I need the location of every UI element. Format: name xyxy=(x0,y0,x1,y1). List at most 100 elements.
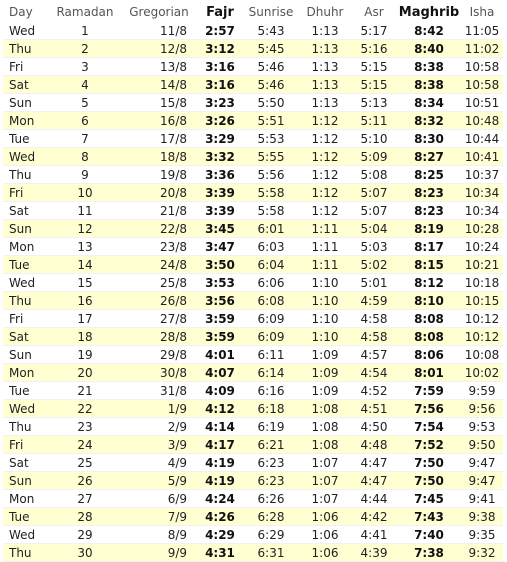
cell-ramadan: 10 xyxy=(49,183,121,202)
cell-sunrise: 5:43 xyxy=(243,22,299,40)
table-row: Wed 15 25/8 3:53 6:06 1:10 5:01 8:12 10:18 xyxy=(3,273,503,292)
header-sunrise: Sunrise xyxy=(243,2,299,22)
cell-fajr: 4:12 xyxy=(197,399,243,418)
cell-day: Thu xyxy=(3,291,49,310)
cell-day: Sun xyxy=(3,93,49,112)
cell-dhuhr: 1:13 xyxy=(299,93,351,112)
cell-gregorian: 15/8 xyxy=(121,93,197,112)
cell-day: Fri xyxy=(3,57,49,76)
cell-sunrise: 5:56 xyxy=(243,165,299,184)
cell-sunrise: 5:55 xyxy=(243,147,299,166)
cell-isha: 11:05 xyxy=(461,22,503,40)
cell-gregorian: 20/8 xyxy=(121,183,197,202)
cell-maghrib: 8:08 xyxy=(397,309,461,328)
cell-gregorian: 12/8 xyxy=(121,39,197,58)
cell-sunrise: 6:16 xyxy=(243,381,299,400)
cell-fajr: 2:57 xyxy=(197,22,243,40)
cell-ramadan: 25 xyxy=(49,453,121,472)
cell-maghrib: 8:34 xyxy=(397,93,461,112)
cell-asr: 4:59 xyxy=(351,291,397,310)
cell-fajr: 3:47 xyxy=(197,237,243,256)
prayer-times-table: Day Ramadan Gregorian Fajr Sunrise Dhuhr… xyxy=(3,2,503,562)
cell-fajr: 4:19 xyxy=(197,453,243,472)
cell-ramadan: 6 xyxy=(49,111,121,130)
cell-dhuhr: 1:08 xyxy=(299,435,351,454)
cell-sunrise: 6:28 xyxy=(243,507,299,526)
cell-ramadan: 21 xyxy=(49,381,121,400)
cell-maghrib: 8:32 xyxy=(397,111,461,130)
cell-fajr: 4:24 xyxy=(197,489,243,508)
cell-day: Tue xyxy=(3,507,49,526)
cell-fajr: 4:17 xyxy=(197,435,243,454)
cell-day: Wed xyxy=(3,147,49,166)
cell-dhuhr: 1:09 xyxy=(299,345,351,364)
cell-ramadan: 15 xyxy=(49,273,121,292)
cell-gregorian: 7/9 xyxy=(121,507,197,526)
cell-day: Thu xyxy=(3,39,49,58)
cell-isha: 10:58 xyxy=(461,57,503,76)
cell-gregorian: 26/8 xyxy=(121,291,197,310)
cell-asr: 5:16 xyxy=(351,39,397,58)
cell-gregorian: 24/8 xyxy=(121,255,197,274)
cell-fajr: 3:16 xyxy=(197,57,243,76)
cell-isha: 10:44 xyxy=(461,129,503,148)
cell-isha: 10:34 xyxy=(461,183,503,202)
cell-maghrib: 8:01 xyxy=(397,363,461,382)
cell-day: Tue xyxy=(3,129,49,148)
cell-maghrib: 7:40 xyxy=(397,525,461,544)
cell-maghrib: 7:50 xyxy=(397,453,461,472)
table-row: Mon 6 16/8 3:26 5:51 1:12 5:11 8:32 10:48 xyxy=(3,111,503,130)
cell-maghrib: 8:40 xyxy=(397,39,461,58)
table-row: Fri 3 13/8 3:16 5:46 1:13 5:15 8:38 10:58 xyxy=(3,57,503,76)
cell-gregorian: 25/8 xyxy=(121,273,197,292)
cell-sunrise: 6:23 xyxy=(243,471,299,490)
cell-sunrise: 6:18 xyxy=(243,399,299,418)
cell-sunrise: 6:31 xyxy=(243,543,299,562)
cell-dhuhr: 1:09 xyxy=(299,381,351,400)
cell-gregorian: 27/8 xyxy=(121,309,197,328)
cell-asr: 5:07 xyxy=(351,201,397,220)
table-row: Wed 8 18/8 3:32 5:55 1:12 5:09 8:27 10:41 xyxy=(3,147,503,166)
cell-dhuhr: 1:10 xyxy=(299,273,351,292)
cell-isha: 10:41 xyxy=(461,147,503,166)
cell-isha: 10:18 xyxy=(461,273,503,292)
cell-dhuhr: 1:12 xyxy=(299,201,351,220)
cell-maghrib: 7:38 xyxy=(397,543,461,562)
cell-day: Thu xyxy=(3,417,49,436)
cell-dhuhr: 1:12 xyxy=(299,129,351,148)
cell-day: Thu xyxy=(3,165,49,184)
cell-isha: 9:59 xyxy=(461,381,503,400)
cell-dhuhr: 1:07 xyxy=(299,489,351,508)
cell-isha: 10:21 xyxy=(461,255,503,274)
cell-dhuhr: 1:07 xyxy=(299,453,351,472)
cell-fajr: 4:07 xyxy=(197,363,243,382)
cell-dhuhr: 1:06 xyxy=(299,507,351,526)
cell-day: Wed xyxy=(3,22,49,40)
cell-gregorian: 31/8 xyxy=(121,381,197,400)
cell-sunrise: 5:53 xyxy=(243,129,299,148)
table-row: Fri 10 20/8 3:39 5:58 1:12 5:07 8:23 10:34 xyxy=(3,183,503,202)
cell-maghrib: 7:56 xyxy=(397,399,461,418)
cell-gregorian: 22/8 xyxy=(121,219,197,238)
cell-asr: 4:42 xyxy=(351,507,397,526)
cell-ramadan: 7 xyxy=(49,129,121,148)
cell-asr: 4:58 xyxy=(351,327,397,346)
cell-gregorian: 6/9 xyxy=(121,489,197,508)
cell-isha: 9:50 xyxy=(461,435,503,454)
cell-day: Sat xyxy=(3,201,49,220)
cell-ramadan: 23 xyxy=(49,417,121,436)
cell-day: Thu xyxy=(3,543,49,562)
cell-fajr: 3:39 xyxy=(197,183,243,202)
table-row: Sun 26 5/9 4:19 6:23 1:07 4:47 7:50 9:47 xyxy=(3,471,503,490)
cell-day: Tue xyxy=(3,255,49,274)
cell-asr: 4:44 xyxy=(351,489,397,508)
cell-fajr: 3:59 xyxy=(197,309,243,328)
cell-sunrise: 6:01 xyxy=(243,219,299,238)
cell-maghrib: 8:23 xyxy=(397,183,461,202)
cell-asr: 5:03 xyxy=(351,237,397,256)
cell-ramadan: 22 xyxy=(49,399,121,418)
cell-sunrise: 6:08 xyxy=(243,291,299,310)
table-row: Sat 18 28/8 3:59 6:09 1:10 4:58 8:08 10:12 xyxy=(3,327,503,346)
cell-ramadan: 4 xyxy=(49,75,121,94)
cell-fajr: 3:29 xyxy=(197,129,243,148)
